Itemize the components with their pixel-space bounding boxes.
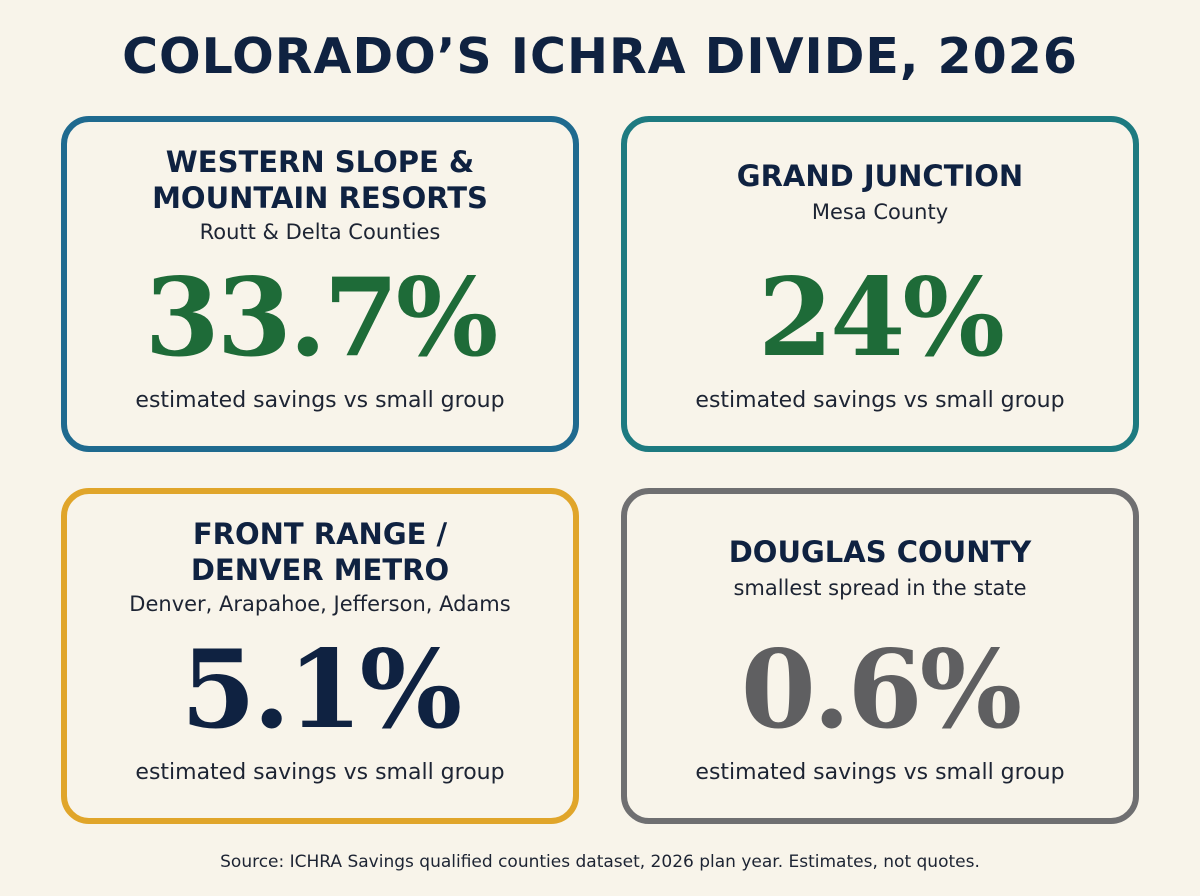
card-western-slope: WESTERN SLOPE & MOUNTAIN RESORTS Routt &… xyxy=(61,116,579,452)
card-caption: estimated savings vs small group xyxy=(135,760,505,785)
card-savings-value: 0.6% xyxy=(740,627,1023,753)
source-note: Source: ICHRA Savings qualified counties… xyxy=(220,852,980,872)
page-title: COLORADO’S ICHRA DIVIDE, 2026 xyxy=(122,28,1078,85)
card-title-line-2: MOUNTAIN RESORTS xyxy=(152,181,488,215)
card-title-line-1: WESTERN SLOPE & xyxy=(165,145,475,179)
card-subtitle: Denver, Arapahoe, Jefferson, Adams xyxy=(129,592,511,616)
card-grand-junction: GRAND JUNCTION Mesa County 24% estimated… xyxy=(621,116,1139,452)
card-douglas-county: DOUGLAS COUNTY smallest spread in the st… xyxy=(621,488,1139,824)
card-subtitle: smallest spread in the state xyxy=(733,576,1027,600)
card-savings-value: 24% xyxy=(758,255,1005,381)
card-title-line-2: DENVER METRO xyxy=(190,553,450,587)
card-caption: estimated savings vs small group xyxy=(695,760,1065,785)
card-title-line-1: DOUGLAS COUNTY xyxy=(728,535,1032,569)
card-savings-value: 33.7% xyxy=(144,255,499,381)
card-front-range: FRONT RANGE / DENVER METRO Denver, Arapa… xyxy=(61,488,579,824)
card-subtitle: Routt & Delta Counties xyxy=(199,220,441,244)
card-caption: estimated savings vs small group xyxy=(135,388,505,413)
card-subtitle: Mesa County xyxy=(811,200,949,224)
card-savings-value: 5.1% xyxy=(180,627,463,753)
card-title-line-1: GRAND JUNCTION xyxy=(736,159,1024,193)
card-title-line-1: FRONT RANGE / xyxy=(192,517,448,551)
card-caption: estimated savings vs small group xyxy=(695,388,1065,413)
